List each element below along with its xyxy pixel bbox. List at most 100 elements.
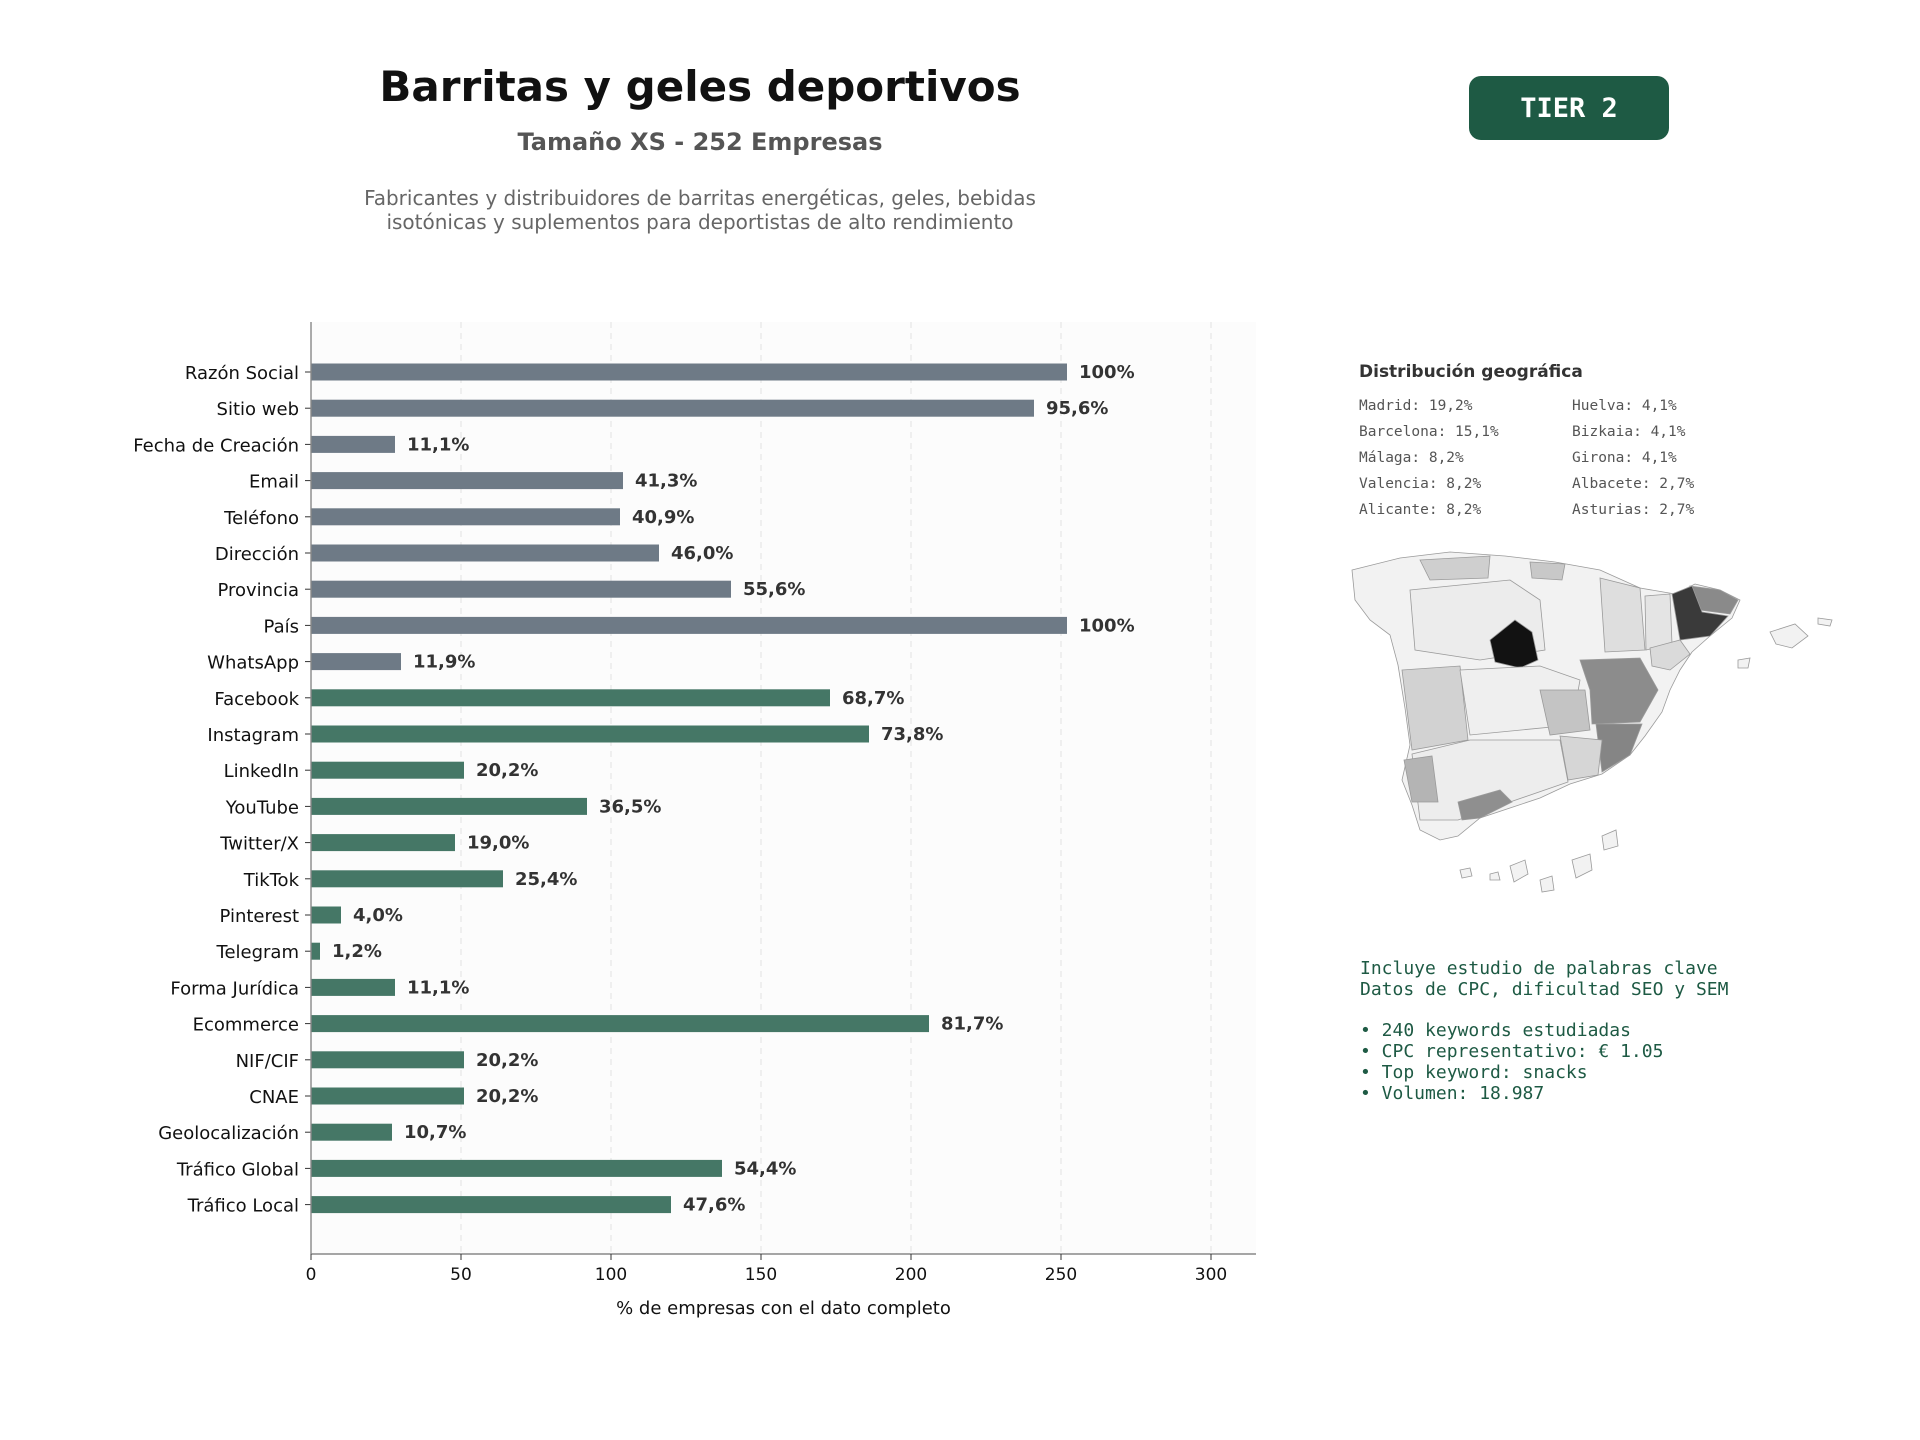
data-label: 73,8% [881, 724, 943, 745]
data-label: 19,0% [467, 833, 529, 854]
page-title: Barritas y geles deportivos [379, 62, 1021, 111]
data-label: 46,0% [671, 543, 733, 564]
bar-chart: Razón Social 100% Sitio web 95,6% Fecha de C… [133, 322, 1256, 1319]
category-label: LinkedIn [224, 761, 299, 782]
x-tick-label: 300 [1195, 1265, 1227, 1285]
bar [311, 399, 1034, 417]
x-tick-label: 200 [895, 1265, 927, 1285]
bar [311, 1123, 392, 1141]
data-label: 20,2% [476, 1050, 538, 1071]
data-label: 81,7% [941, 1014, 1003, 1035]
map-mallorca [1769, 623, 1809, 649]
category-label: Dirección [215, 544, 299, 565]
plot-area [311, 322, 1256, 1254]
category-label: Pinterest [219, 906, 299, 927]
geo-item: Bizkaia: 4,1% [1572, 424, 1686, 440]
category-label: Telegram [216, 942, 299, 963]
map-bizkaia [1529, 561, 1566, 581]
x-tick-label: 150 [745, 1265, 777, 1285]
keywords-bullet: • Top keyword: snacks [1360, 1062, 1588, 1083]
category-label: Twitter/X [219, 834, 299, 855]
map-canarias-6 [1601, 829, 1619, 851]
bar [311, 435, 395, 453]
geo-item: Girona: 4,1% [1572, 450, 1677, 466]
map-canarias-3 [1509, 859, 1529, 883]
bar [311, 797, 587, 815]
map-valencia [1579, 657, 1659, 725]
category-label: Geolocalización [158, 1123, 299, 1144]
category-label: Facebook [214, 689, 299, 710]
description-line-1: Fabricantes y distribuidores de barritas… [364, 186, 1036, 210]
map-murcia [1559, 735, 1603, 781]
geo-item: Madrid: 19,2% [1359, 398, 1473, 414]
bar [311, 1015, 929, 1033]
geo-distribution-title: Distribución geográfica [1359, 362, 1583, 382]
category-label: Email [249, 472, 299, 493]
data-label: 36,5% [599, 796, 661, 817]
category-label: NIF/CIF [236, 1051, 299, 1072]
data-label: 11,1% [407, 977, 469, 998]
page-description: Fabricantes y distribuidores de barritas… [300, 186, 1100, 234]
map-ibiza [1737, 657, 1751, 669]
data-label: 20,2% [476, 1086, 538, 1107]
category-label: CNAE [249, 1087, 299, 1108]
geo-item: Huelva: 4,1% [1572, 398, 1677, 414]
category-label: Ecommerce [193, 1015, 299, 1036]
geo-distribution-list: Madrid: 19,2% Huelva: 4,1% Barcelona: 15… [1359, 397, 1799, 519]
map-canarias-5 [1571, 853, 1593, 879]
data-label: 95,6% [1046, 398, 1108, 419]
data-label: 4,0% [353, 905, 403, 926]
keywords-bullet: • 240 keywords estudiadas [1360, 1020, 1631, 1041]
x-tick-label: 0 [306, 1265, 317, 1285]
map-asturias [1419, 555, 1491, 581]
bar [311, 761, 464, 779]
keywords-bullet: • CPC representativo: € 1.05 [1360, 1041, 1664, 1062]
keywords-line-2: Datos de CPC, dificultad SEO y SEM [1360, 979, 1729, 1000]
x-tick-label: 50 [450, 1265, 472, 1285]
data-label: 25,4% [515, 869, 577, 890]
geo-item: Asturias: 2,7% [1572, 502, 1695, 518]
data-label: 47,6% [683, 1195, 745, 1216]
category-label: WhatsApp [207, 653, 299, 674]
geo-item: Málaga: 8,2% [1359, 450, 1464, 466]
bar [311, 508, 620, 526]
category-label: País [264, 616, 299, 637]
description-line-2: isotónicas y suplementos para deportista… [386, 210, 1014, 234]
geo-item: Valencia: 8,2% [1359, 476, 1482, 492]
category-label: Provincia [217, 580, 299, 601]
map-malaga [1457, 789, 1513, 821]
map-canarias-1 [1459, 867, 1473, 879]
bar [311, 580, 731, 598]
geo-item: Albacete: 2,7% [1572, 476, 1695, 492]
bar [311, 1087, 464, 1105]
x-tick-label: 100 [595, 1265, 627, 1285]
map-madrid [1489, 619, 1539, 669]
tier-badge: TIER 2 [1469, 76, 1669, 140]
data-label: 11,9% [413, 652, 475, 673]
data-label: 10,7% [404, 1122, 466, 1143]
data-label: 54,4% [734, 1158, 796, 1179]
bar [311, 544, 659, 562]
bar [311, 616, 1067, 634]
page-subtitle: Tamaño XS - 252 Empresas [517, 128, 883, 156]
data-label: 68,7% [842, 688, 904, 709]
category-label: Tráfico Global [176, 1159, 299, 1180]
map-tarragona [1649, 639, 1691, 671]
bar [311, 978, 395, 996]
data-label: 100% [1079, 615, 1135, 636]
x-tick-label: 250 [1045, 1265, 1077, 1285]
keywords-line-1: Incluye estudio de palabras clave [1360, 958, 1718, 979]
category-label: TikTok [243, 870, 300, 891]
map-extremadura [1401, 665, 1469, 751]
map-menorca [1817, 617, 1833, 627]
map-aragon [1599, 577, 1646, 653]
data-label: 100% [1079, 362, 1135, 383]
data-label: 1,2% [332, 941, 382, 962]
bar [311, 472, 623, 490]
category-label: Razón Social [185, 363, 299, 384]
geo-item: Barcelona: 15,1% [1359, 424, 1499, 440]
keywords-bullet: • Volumen: 18.987 [1360, 1083, 1545, 1104]
category-label: Forma Jurídica [170, 978, 299, 999]
map-huelva [1403, 755, 1439, 803]
category-label: Fecha de Creación [133, 435, 299, 456]
